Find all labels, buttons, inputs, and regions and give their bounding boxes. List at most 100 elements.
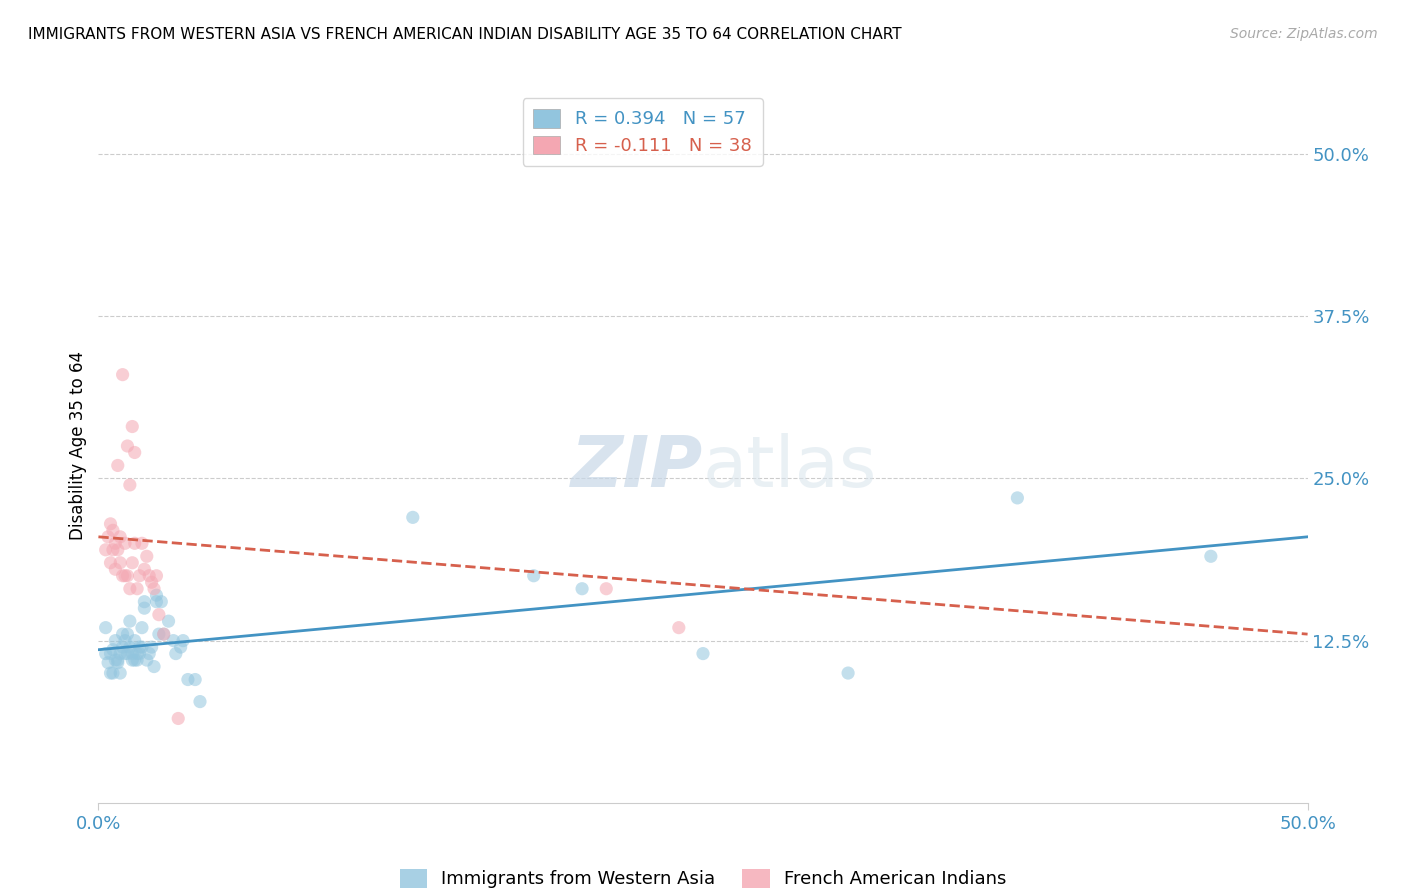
Point [595, 582, 617, 596]
Point [148, 627, 170, 641]
Point [128, 640, 150, 654]
Point [131, 640, 153, 654]
Point [131, 621, 153, 635]
Point [124, 633, 146, 648]
Point [124, 445, 146, 459]
Point [121, 419, 143, 434]
Point [668, 621, 690, 635]
Text: Source: ZipAtlas.com: Source: ZipAtlas.com [1230, 27, 1378, 41]
Point [114, 647, 136, 661]
Point [104, 536, 127, 550]
Point [188, 695, 211, 709]
Point [94, 621, 117, 635]
Legend: Immigrants from Western Asia, French American Indians: Immigrants from Western Asia, French Ame… [392, 862, 1014, 892]
Point [108, 647, 131, 661]
Point [114, 633, 136, 648]
Point [100, 666, 122, 681]
Point [127, 653, 149, 667]
Point [169, 640, 191, 654]
Point [111, 368, 134, 382]
Point [1007, 491, 1029, 505]
Point [134, 601, 156, 615]
Point [100, 556, 122, 570]
Y-axis label: Disability Age 35 to 64: Disability Age 35 to 64 [69, 351, 87, 541]
Point [108, 530, 131, 544]
Point [101, 542, 124, 557]
Point [145, 595, 167, 609]
Point [184, 673, 207, 687]
Point [108, 556, 131, 570]
Point [100, 647, 122, 661]
Point [97, 656, 120, 670]
Point [101, 642, 124, 657]
Point [141, 640, 163, 654]
Point [177, 673, 200, 687]
Point [157, 614, 180, 628]
Point [118, 582, 141, 596]
Point [141, 575, 163, 590]
Text: atlas: atlas [703, 433, 877, 502]
Point [94, 647, 117, 661]
Point [117, 568, 139, 582]
Point [165, 647, 187, 661]
Point [114, 536, 136, 550]
Point [138, 647, 160, 661]
Point [138, 568, 160, 582]
Point [131, 536, 153, 550]
Point [104, 633, 127, 648]
Point [148, 607, 170, 622]
Text: IMMIGRANTS FROM WESTERN ASIA VS FRENCH AMERICAN INDIAN DISABILITY AGE 35 TO 64 C: IMMIGRANTS FROM WESTERN ASIA VS FRENCH A… [28, 27, 901, 42]
Point [571, 582, 593, 596]
Point [100, 516, 122, 531]
Point [118, 478, 141, 492]
Point [150, 595, 173, 609]
Point [135, 653, 157, 667]
Point [111, 568, 134, 582]
Point [152, 627, 174, 641]
Point [1199, 549, 1222, 564]
Point [134, 562, 156, 576]
Point [104, 653, 127, 667]
Point [121, 647, 143, 661]
Point [167, 711, 190, 725]
Point [124, 653, 146, 667]
Point [117, 439, 139, 453]
Point [107, 542, 129, 557]
Point [128, 647, 150, 661]
Text: ZIP: ZIP [571, 433, 703, 502]
Point [837, 666, 859, 681]
Point [101, 524, 124, 538]
Point [523, 568, 546, 582]
Point [111, 640, 134, 654]
Point [107, 656, 129, 670]
Point [107, 653, 129, 667]
Point [118, 614, 141, 628]
Point [94, 542, 117, 557]
Point [152, 627, 174, 641]
Point [121, 556, 143, 570]
Point [117, 627, 139, 641]
Point [97, 530, 120, 544]
Point [135, 549, 157, 564]
Point [121, 653, 143, 667]
Point [107, 458, 129, 473]
Point [124, 536, 146, 550]
Point [118, 640, 141, 654]
Point [104, 562, 127, 576]
Point [162, 633, 184, 648]
Point [128, 568, 150, 582]
Point [402, 510, 425, 524]
Point [114, 568, 136, 582]
Point [145, 568, 167, 582]
Point [108, 666, 131, 681]
Point [101, 666, 124, 681]
Point [134, 595, 156, 609]
Point [172, 633, 194, 648]
Point [143, 659, 166, 673]
Point [111, 627, 134, 641]
Point [127, 582, 149, 596]
Point [143, 582, 166, 596]
Point [145, 588, 167, 602]
Point [692, 647, 714, 661]
Point [127, 647, 149, 661]
